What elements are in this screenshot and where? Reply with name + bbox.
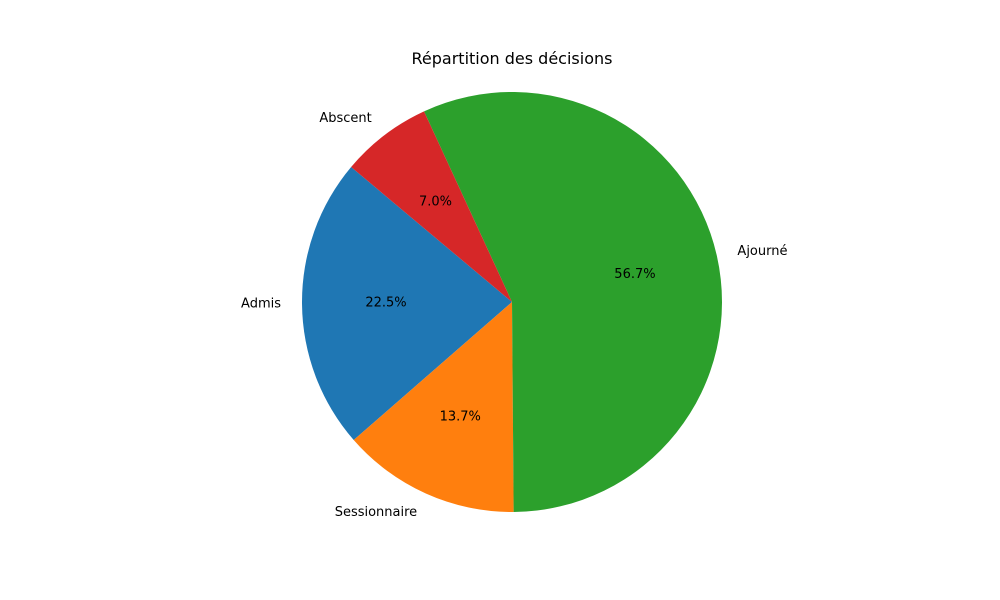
slice-label-admis: Admis: [241, 297, 281, 312]
slice-label-abscent: Abscent: [319, 111, 371, 126]
slice-pct-abscent: 7.0%: [419, 194, 452, 209]
pie-slice-ajourne: [423, 91, 723, 512]
chart-title: Répartition des décisions: [412, 49, 613, 68]
pie-slice-abscent: [351, 111, 512, 302]
slice-label-sessionnaire: Sessionnaire: [335, 505, 417, 520]
slice-label-ajourne: Ajourné: [737, 244, 787, 259]
slice-pct-admis: 22.5%: [365, 296, 406, 311]
pie-slice-sessionnaire: [353, 302, 514, 512]
pie-slices: [301, 91, 723, 512]
slice-pct-ajourne: 56.7%: [614, 267, 655, 282]
pie-slice-admis: [301, 167, 512, 440]
pie-labels: Admis 22.5% Sessionnaire 13.7% Ajourné 56.7% A…: [241, 111, 787, 520]
slice-pct-sessionnaire: 13.7%: [440, 409, 481, 424]
